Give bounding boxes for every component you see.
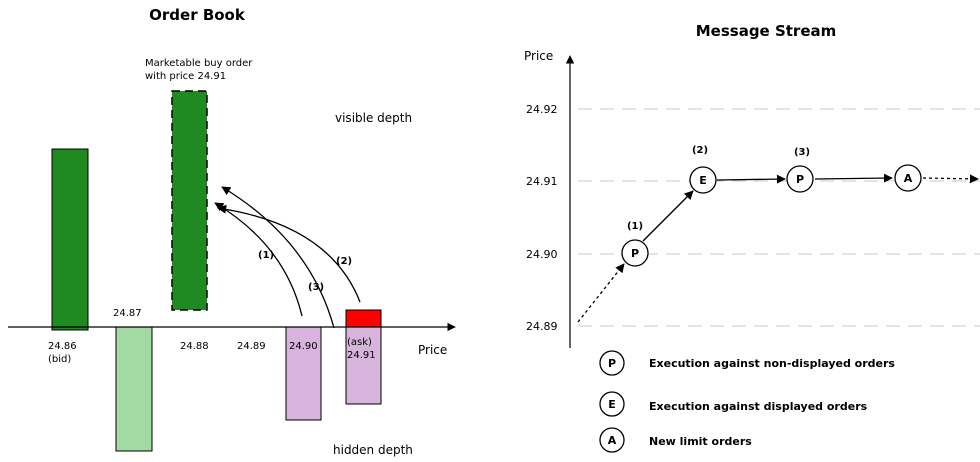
stream-node-2-symbol: E (699, 174, 707, 187)
execution-arrow-3 (221, 186, 335, 329)
stream-node-2: E (689, 166, 717, 194)
stream-node-3: P (786, 165, 814, 193)
stream-node-3-symbol: P (796, 173, 804, 186)
price-label-2487: 24.87 (113, 308, 142, 319)
price-label-2488: 24.88 (180, 341, 209, 352)
visible-depth-label: visible depth (335, 111, 412, 125)
price-label-2491: 24.91 (347, 350, 376, 361)
ask-label: (ask) (347, 337, 372, 348)
price-label-2486: 24.86 (48, 341, 77, 352)
legend-item-p: P Execution against non-displayed orders (599, 350, 895, 376)
stream-node-4: A (894, 164, 922, 192)
stream-edge-3-4 (814, 173, 893, 183)
order-book-panel: Order Book Price 24.86 (bid) 24.87 24.88… (8, 6, 456, 457)
message-stream-panel: Message Stream Price 24.92 24.91 24.90 2… (524, 22, 980, 453)
hidden-depth-label: hidden depth (333, 443, 413, 457)
order-book-title: Order Book (149, 6, 246, 24)
price-label-2490: 24.90 (289, 341, 318, 352)
hidden-bar-2490 (285, 326, 322, 421)
legend-a-symbol: A (608, 434, 617, 447)
tick-label-2492: 24.92 (526, 103, 558, 116)
hidden-bar-2487 (115, 326, 153, 452)
order-book-axis-label: Price (418, 343, 447, 357)
ask-visible-bar (345, 309, 382, 328)
message-stream-title: Message Stream (696, 22, 837, 40)
marketable-buy-order-bar (171, 90, 208, 311)
price-label-2489: 24.89 (237, 341, 266, 352)
legend-p-symbol: P (608, 357, 616, 370)
bid-label: (bid) (48, 354, 71, 365)
execution-arrow-1 (214, 202, 303, 317)
stream-edge-start (577, 263, 625, 323)
stream-step-2-label: (2) (692, 145, 708, 156)
legend-a-text: New limit orders (649, 435, 752, 448)
legend-item-a: A New limit orders (599, 427, 752, 453)
hidden-bar-2491 (345, 326, 382, 405)
tick-label-2491: 24.91 (526, 175, 558, 188)
legend-e-text: Execution against displayed orders (649, 400, 868, 413)
stream-node-1-symbol: P (631, 247, 639, 260)
stream-node-1: P (621, 239, 649, 267)
book-step-3-label: (3) (308, 282, 324, 293)
legend: P Execution against non-displayed orders… (599, 350, 895, 453)
execution-arrow-2 (217, 204, 361, 303)
legend-p-text: Execution against non-displayed orders (649, 357, 895, 370)
bid-visible-bar (51, 148, 89, 331)
marketable-order-annotation-line1: Marketable buy order (145, 58, 253, 69)
stream-node-4-symbol: A (904, 172, 913, 185)
message-stream-axis-label: Price (524, 49, 553, 63)
stream-edge-continue (922, 174, 979, 184)
book-step-2-label: (2) (336, 256, 352, 267)
book-step-1-label: (1) (258, 250, 274, 261)
stream-edge-1-2 (642, 190, 694, 242)
stream-edge-2-3 (716, 174, 786, 184)
tick-label-2490: 24.90 (526, 248, 558, 261)
marketable-order-annotation-line2: with price 24.91 (145, 71, 226, 82)
legend-item-e: E Execution against displayed orders (599, 391, 868, 417)
tick-label-2489: 24.89 (526, 320, 558, 333)
stream-step-3-label: (3) (794, 147, 810, 158)
stream-step-1-label: (1) (627, 221, 643, 232)
legend-e-symbol: E (608, 398, 616, 411)
